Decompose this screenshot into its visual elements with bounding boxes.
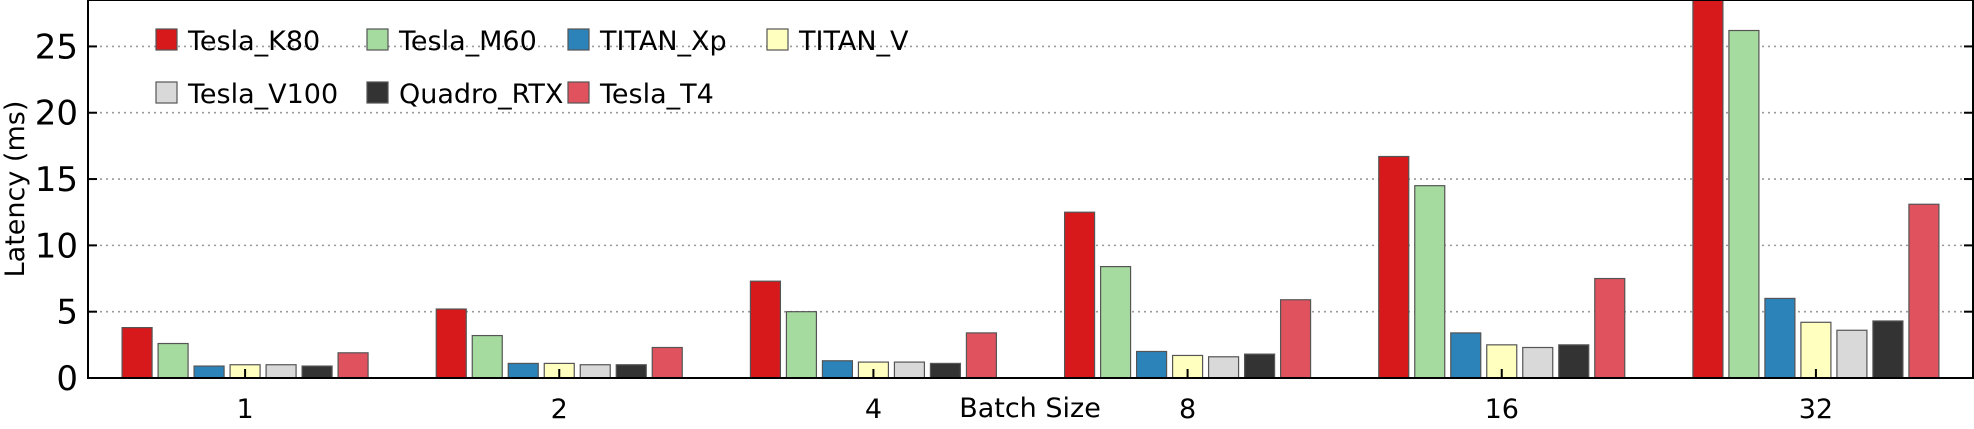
bar-titan-xp-batch-1 [193, 365, 225, 379]
bars [121, 0, 1940, 379]
bar-quadro-rtx-batch-8 [1243, 353, 1276, 379]
bar-tesla-v100-batch-4 [893, 361, 926, 379]
y-tick-label: 0 [56, 359, 78, 399]
legend-item-titan-xp: TITAN_Xp [567, 26, 727, 57]
legend-item-titan-v: TITAN_V [766, 26, 909, 57]
y-tick-label: 20 [35, 94, 78, 134]
legend-swatch [155, 28, 178, 51]
legend-swatch [366, 28, 389, 51]
bar-tesla-k80-batch-16 [1378, 155, 1410, 379]
x-tick-label: 2 [551, 394, 568, 425]
bar-titan-v-batch-32 [1800, 321, 1832, 379]
bar-tesla-v100-batch-16 [1522, 346, 1554, 379]
bar-tesla-t4-batch-1 [337, 352, 369, 379]
legend-label: Tesla_M60 [398, 26, 537, 57]
legend-item-tesla-t4: Tesla_T4 [567, 79, 714, 110]
y-tick-label: 25 [35, 27, 78, 67]
bar-tesla-k80-batch-1 [121, 327, 153, 379]
bar-tesla-m60-batch-8 [1099, 265, 1132, 379]
bar-tesla-v100-batch-2 [579, 364, 611, 379]
legend-item-quadro-rtx: Quadro_RTX [366, 79, 563, 110]
legend-label: Quadro_RTX [399, 79, 563, 110]
y-tick-label: 10 [35, 226, 78, 266]
x-axis-label: Batch Size [959, 393, 1101, 424]
bar-quadro-rtx-batch-32 [1872, 320, 1904, 379]
bar-tesla-t4-batch-4 [965, 332, 998, 379]
bar-tesla-t4-batch-2 [651, 346, 683, 379]
y-tick-label: 15 [35, 160, 78, 200]
legend: Tesla_K80 Tesla_M60 TITAN_Xp TITAN_V Tesla_V… [155, 26, 909, 110]
x-tick-label: 1 [236, 394, 253, 425]
bar-tesla-v100-batch-32 [1836, 329, 1868, 379]
y-axis-label: Latency (ms) [0, 101, 31, 278]
bar-tesla-k80-batch-4 [749, 280, 782, 379]
legend-item-tesla-k80: Tesla_K80 [155, 26, 320, 57]
grid-lines [88, 45, 1973, 313]
legend-swatch [766, 28, 789, 51]
bar-tesla-v100-batch-8 [1207, 356, 1240, 379]
legend-swatch [567, 28, 590, 51]
legend-item-tesla-m60: Tesla_M60 [366, 26, 537, 57]
bar-tesla-t4-batch-32 [1908, 203, 1940, 379]
legend-label: Tesla_T4 [599, 79, 714, 110]
y-tick-label: 5 [56, 293, 78, 333]
legend-swatch [567, 81, 590, 104]
x-tick-label: 16 [1485, 394, 1519, 425]
bar-titan-xp-batch-4 [821, 360, 854, 379]
bar-titan-xp-batch-32 [1764, 297, 1796, 379]
bar-tesla-m60-batch-16 [1414, 185, 1446, 379]
bar-tesla-k80-batch-2 [435, 308, 467, 379]
x-tick-label: 8 [1179, 394, 1196, 425]
legend-label: TITAN_Xp [599, 26, 727, 57]
bar-quadro-rtx-batch-1 [301, 365, 333, 379]
legend-swatch [155, 81, 178, 104]
bar-tesla-t4-batch-16 [1594, 277, 1626, 379]
legend-label: TITAN_V [798, 26, 909, 57]
bar-tesla-m60-batch-4 [785, 311, 818, 379]
bar-quadro-rtx-batch-4 [929, 362, 962, 379]
legend-label: Tesla_K80 [187, 26, 320, 57]
bar-tesla-k80-batch-32 [1692, 0, 1724, 379]
legend-item-tesla-v100: Tesla_V100 [155, 79, 338, 110]
legend-label: Tesla_V100 [187, 79, 338, 110]
bar-titan-xp-batch-8 [1135, 350, 1168, 379]
x-tick-label: 32 [1799, 394, 1833, 425]
bar-quadro-rtx-batch-2 [615, 364, 647, 379]
plot-frame [87, 0, 1974, 379]
bar-quadro-rtx-batch-16 [1558, 344, 1590, 379]
bar-tesla-t4-batch-8 [1279, 299, 1312, 379]
legend-swatch [366, 81, 389, 104]
bar-tesla-m60-batch-32 [1728, 29, 1760, 379]
bar-titan-xp-batch-16 [1450, 332, 1482, 379]
x-tick-label: 4 [865, 394, 882, 425]
axes [87, 0, 1974, 379]
bar-tesla-m60-batch-2 [471, 334, 503, 379]
bar-tesla-v100-batch-1 [265, 364, 297, 379]
bar-tesla-k80-batch-8 [1063, 211, 1096, 379]
bar-tesla-m60-batch-1 [157, 342, 189, 379]
bar-titan-xp-batch-2 [507, 362, 539, 379]
tick-labels: 0 5 10 15 20 25 1 2 4 8 16 32 [35, 27, 1973, 425]
